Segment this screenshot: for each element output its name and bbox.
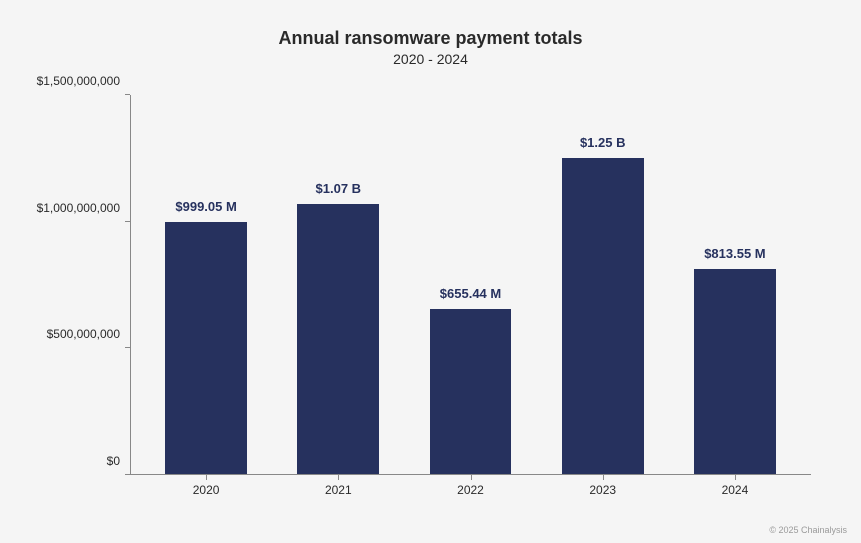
y-tick-label: $500,000,000 — [20, 327, 120, 341]
bar-value-label: $813.55 M — [669, 246, 801, 261]
x-tick-mark — [338, 475, 339, 480]
bar-slot: $655.44 M — [404, 95, 536, 475]
x-tick-label: 2020 — [140, 483, 272, 497]
bar-value-label: $655.44 M — [404, 286, 536, 301]
bar — [694, 269, 776, 475]
plot-area: $0$500,000,000$1,000,000,000$1,500,000,0… — [130, 95, 811, 475]
bar-value-label: $999.05 M — [140, 199, 272, 214]
y-tick-label: $1,000,000,000 — [20, 201, 120, 215]
bar — [562, 158, 644, 475]
bar-value-label: $1.07 B — [272, 181, 404, 196]
x-tick-label: 2023 — [537, 483, 669, 497]
bar-slot: $999.05 M — [140, 95, 272, 475]
bar — [297, 204, 379, 475]
x-tick-mark — [603, 475, 604, 480]
attribution: © 2025 Chainalysis — [769, 525, 847, 535]
y-tick-label: $1,500,000,000 — [20, 74, 120, 88]
x-tick-mark — [471, 475, 472, 480]
bar-slot: $1.25 B — [537, 95, 669, 475]
y-axis: $0$500,000,000$1,000,000,000$1,500,000,0… — [20, 95, 120, 475]
y-axis-line — [130, 95, 131, 475]
bar-value-label: $1.25 B — [537, 135, 669, 150]
bar-slot: $813.55 M — [669, 95, 801, 475]
bar-slot: $1.07 B — [272, 95, 404, 475]
x-tick-label: 2024 — [669, 483, 801, 497]
bar — [430, 309, 512, 475]
x-tick-label: 2022 — [404, 483, 536, 497]
x-tick-mark — [735, 475, 736, 480]
bar — [165, 222, 247, 475]
chart-title: Annual ransomware payment totals — [20, 28, 841, 49]
chart-subtitle: 2020 - 2024 — [20, 51, 841, 67]
chart-container: Annual ransomware payment totals 2020 - … — [0, 0, 861, 543]
x-tick-mark — [206, 475, 207, 480]
bars-group: $999.05 M$1.07 B $655.44 M $1.25 B $813.55 … — [130, 95, 811, 475]
y-tick-label: $0 — [20, 454, 120, 468]
x-tick-label: 2021 — [272, 483, 404, 497]
x-axis: 20202021202220232024 — [130, 483, 811, 497]
